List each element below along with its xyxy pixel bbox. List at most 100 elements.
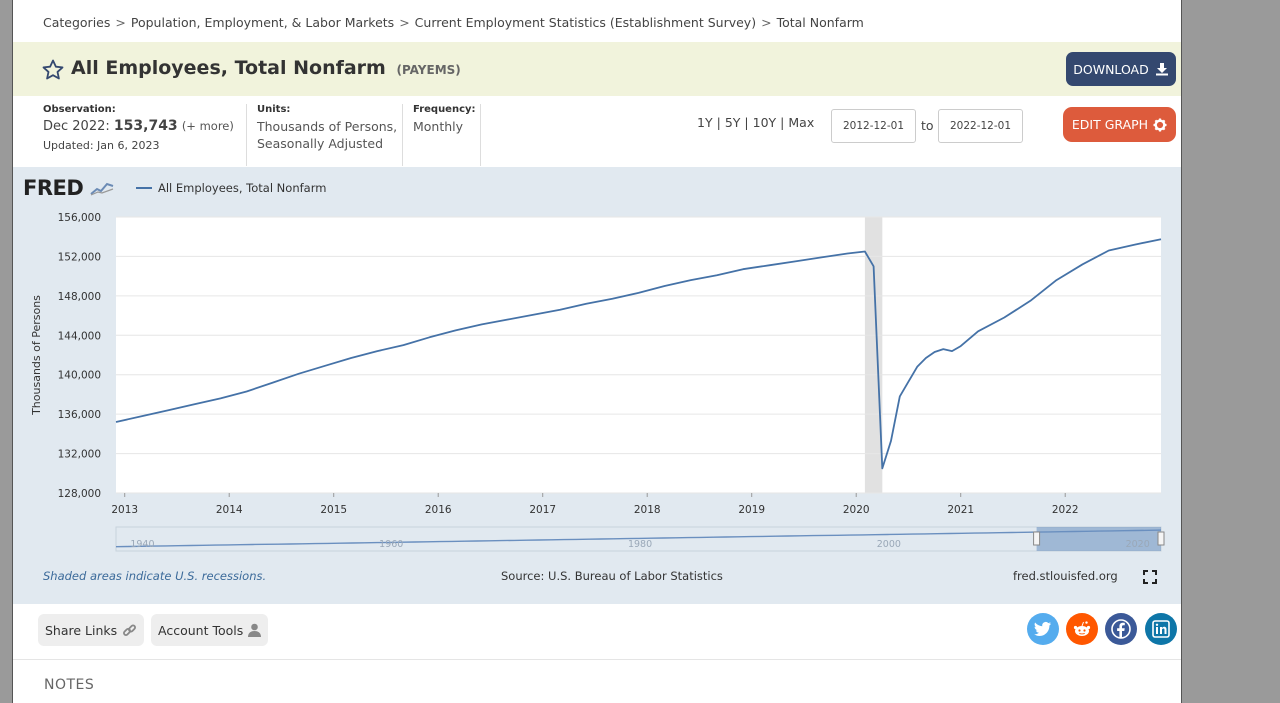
- meta-divider: [246, 104, 247, 166]
- navigator-label: 2020: [1126, 539, 1150, 550]
- x-tick-label: 2020: [843, 504, 870, 516]
- account-tools-label: Account Tools: [158, 622, 244, 638]
- account-tools-button[interactable]: Account Tools: [151, 614, 269, 646]
- date-to-label: to: [921, 118, 934, 133]
- series-title: All Employees, Total Nonfarm: [71, 57, 386, 79]
- series-line-payems: [115, 238, 1162, 470]
- range-separator: |: [744, 115, 749, 130]
- range-10y[interactable]: 10Y: [752, 115, 777, 130]
- frequency-label: Frequency:: [413, 104, 476, 115]
- fred-page: Categories > Population, Employment, & Lab…: [13, 0, 1181, 703]
- observation-line: Dec 2022: 153,743 (+ more): [43, 118, 234, 134]
- meta-divider: [402, 104, 403, 166]
- breadcrumb-separator: >: [399, 15, 410, 30]
- x-tick-label: 2021: [947, 504, 974, 516]
- fullscreen-icon[interactable]: [1143, 570, 1157, 584]
- navigator-handle[interactable]: [1157, 531, 1165, 546]
- link-icon: [123, 624, 137, 636]
- end-date-input[interactable]: [938, 109, 1023, 143]
- observation-date: Dec 2022:: [43, 119, 110, 134]
- breadcrumb-separator: >: [115, 15, 126, 30]
- recession-shading: [864, 217, 883, 493]
- units-value: Thousands of Persons, Seasonally Adjuste…: [257, 118, 397, 152]
- range-5y[interactable]: 5Y: [724, 115, 741, 130]
- series-id: (PAYEMS): [396, 63, 461, 77]
- x-tick-label: 2014: [216, 504, 243, 516]
- facebook-icon[interactable]: [1105, 613, 1137, 645]
- breadcrumb-item-ces[interactable]: Current Employment Statistics (Establish…: [414, 15, 757, 30]
- navigator-label: 1940: [130, 539, 154, 550]
- star-icon[interactable]: [41, 58, 65, 82]
- range-separator: |: [716, 115, 721, 130]
- window-edge-left: [12, 0, 13, 703]
- y-tick-label: 152,000: [58, 251, 101, 263]
- fred-url[interactable]: fred.stlouisfed.org: [1013, 569, 1118, 583]
- frequency-block: Frequency: Monthly: [413, 104, 476, 166]
- x-tick-label: 2017: [529, 504, 556, 516]
- units-line-2: Seasonally Adjusted: [257, 136, 384, 151]
- share-links-label: Share Links: [45, 622, 118, 638]
- legend-series-name: All Employees, Total Nonfarm: [158, 181, 327, 195]
- x-tick-label: 2018: [634, 504, 661, 516]
- x-tick-label: 2022: [1052, 504, 1079, 516]
- gear-icon: [1153, 118, 1167, 131]
- fred-logo: FRED: [23, 176, 115, 200]
- download-button[interactable]: DOWNLOAD: [1066, 52, 1176, 86]
- navigator-handle[interactable]: [1033, 531, 1041, 546]
- chart-svg: 128,000 132,000 136,000 140,000 144,000 148,0…: [30, 212, 1165, 552]
- notes-heading: NOTES: [44, 677, 95, 693]
- x-tick-label: 2016: [425, 504, 452, 516]
- range-separator: |: [780, 115, 785, 130]
- y-tick-label: 136,000: [58, 409, 101, 421]
- observation-more-link[interactable]: (+ more): [181, 119, 234, 133]
- observation-label: Observation:: [43, 104, 116, 115]
- y-tick-label: 128,000: [58, 488, 101, 500]
- facebook-glyph: [1111, 619, 1131, 639]
- recession-note: Shaded areas indicate U.S. recessions.: [43, 569, 267, 583]
- chart-area: FRED All Employees, Total Nonfarm 128,00…: [13, 167, 1181, 604]
- reddit-glyph: [1073, 621, 1091, 636]
- linkedin-glyph: [1152, 620, 1170, 638]
- y-tick-label: 144,000: [58, 330, 101, 342]
- user-icon: [248, 623, 262, 637]
- edit-graph-button[interactable]: EDIT GRAPH: [1063, 107, 1176, 142]
- fred-logo-text: FRED: [23, 176, 84, 200]
- share-links-button[interactable]: Share Links: [38, 614, 145, 646]
- title-bar: All Employees, Total Nonfarm (PAYEMS) DO…: [13, 42, 1181, 96]
- x-tick-label: 2015: [320, 504, 347, 516]
- download-label: DOWNLOAD: [1073, 61, 1149, 77]
- chart-legend: All Employees, Total Nonfarm: [136, 181, 326, 195]
- fred-chart-icon: [90, 180, 115, 196]
- twitter-bird-glyph: [1034, 621, 1051, 636]
- units-block: Units: Thousands of Persons, Seasonally …: [257, 104, 397, 166]
- start-date-input[interactable]: [831, 109, 916, 143]
- breadcrumb-item-total-nonfarm[interactable]: Total Nonfarm: [776, 15, 864, 30]
- page-title: All Employees, Total Nonfarm (PAYEMS): [71, 57, 461, 79]
- reddit-icon[interactable]: [1066, 613, 1098, 645]
- navigator-label: 2000: [877, 539, 901, 550]
- chart-source: Source: U.S. Bureau of Labor Statistics: [501, 569, 723, 583]
- download-icon: [1155, 63, 1168, 76]
- plot-background: [116, 217, 1161, 493]
- navigator-series: [115, 529, 1162, 548]
- linkedin-icon[interactable]: [1145, 613, 1177, 645]
- breadcrumb-separator: >: [761, 15, 772, 30]
- breadcrumb-item-categories[interactable]: Categories: [43, 15, 111, 30]
- breadcrumb-item-population[interactable]: Population, Employment, & Labor Markets: [130, 15, 395, 30]
- y-tick-label: 140,000: [58, 370, 101, 382]
- legend-swatch: [136, 187, 152, 189]
- edit-graph-label: EDIT GRAPH: [1071, 117, 1149, 132]
- navigator-label: 1960: [379, 539, 403, 550]
- range-max[interactable]: Max: [788, 115, 815, 130]
- frequency-value: Monthly: [413, 119, 464, 134]
- window-edge-right: [1181, 0, 1182, 703]
- units-line-1: Thousands of Persons,: [257, 119, 398, 134]
- navigator-label: 1980: [628, 539, 652, 550]
- observation-block: Observation: Dec 2022: 153,743 (+ more) …: [43, 104, 234, 166]
- y-tick-label: 156,000: [58, 212, 101, 224]
- twitter-icon[interactable]: [1027, 613, 1059, 645]
- range-1y[interactable]: 1Y: [697, 115, 713, 130]
- date-range-links: 1Y | 5Y | 10Y | Max: [697, 115, 814, 130]
- navigator-selection: [1036, 527, 1161, 551]
- breadcrumb: Categories > Population, Employment, & Lab…: [43, 15, 864, 30]
